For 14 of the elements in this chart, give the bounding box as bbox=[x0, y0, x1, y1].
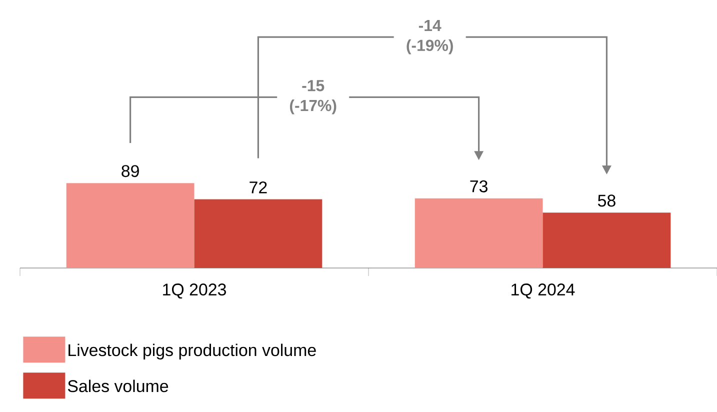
text: -14 (-19%) bbox=[406, 20, 453, 54]
data-label: 89 bbox=[122, 165, 139, 178]
data-label: 72 bbox=[250, 181, 267, 194]
data-label: 58 bbox=[598, 194, 616, 207]
legend-label: Sales volume bbox=[68, 380, 168, 392]
legend-label: Livestock pigs production volume bbox=[68, 344, 316, 360]
bar bbox=[414, 198, 543, 268]
x-tick-label: 1Q 2024 bbox=[512, 284, 575, 299]
x-tick-label: 1Q 2023 bbox=[163, 284, 226, 299]
data-label: 73 bbox=[470, 180, 488, 192]
bar bbox=[194, 199, 322, 268]
bar bbox=[542, 212, 671, 268]
bar bbox=[66, 183, 194, 268]
text: -15 (-17%) bbox=[290, 80, 336, 114]
